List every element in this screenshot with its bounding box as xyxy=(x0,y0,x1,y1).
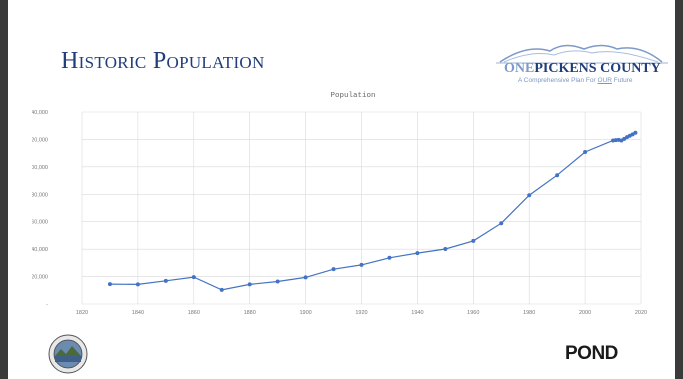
population-point xyxy=(499,221,504,226)
x-tick-label: 1840 xyxy=(132,310,144,316)
y-tick-label: 140,000 xyxy=(32,110,48,116)
y-tick-label: 20,000 xyxy=(32,275,48,281)
population-point xyxy=(219,287,224,292)
population-point xyxy=(135,282,140,287)
y-tick-label: 60,000 xyxy=(32,220,48,226)
county-seal-icon xyxy=(48,334,88,374)
chart-title: Population xyxy=(330,92,376,100)
population-point xyxy=(275,279,280,284)
logo-one: ONE xyxy=(504,61,535,76)
x-tick-label: 1940 xyxy=(411,310,423,316)
y-tick-label: 40,000 xyxy=(32,247,48,253)
tagline-pre: A Comprehensive Plan For xyxy=(518,77,598,84)
population-chart: 1820 1840 1860 1880 1900 1920 1940 1960 1980 2000… xyxy=(32,110,647,316)
x-tick-label: 1900 xyxy=(299,310,311,316)
y-tick-label: - xyxy=(46,302,48,308)
population-point xyxy=(191,275,196,280)
y-tick-label: 120,000 xyxy=(32,137,48,143)
logo-name: ONEPICKENS COUNTY xyxy=(504,61,661,77)
x-tick-label: 1960 xyxy=(467,310,479,316)
x-tick-label: 1920 xyxy=(355,310,367,316)
slide: Historic Population ONEPICKENS COUNTY A … xyxy=(8,0,675,379)
slide-title: Historic Population xyxy=(61,48,265,74)
mountain-logo-icon xyxy=(496,44,668,64)
population-point xyxy=(247,282,252,287)
y-tick-label: 100,000 xyxy=(32,165,48,171)
y-tick-label: 80,000 xyxy=(32,192,48,198)
tagline-post: Future xyxy=(611,77,633,84)
population-point xyxy=(163,278,168,283)
population-point xyxy=(633,130,638,135)
population-point xyxy=(303,275,308,280)
population-point xyxy=(415,251,420,256)
one-pickens-county-logo: ONEPICKENS COUNTY A Comprehensive Plan F… xyxy=(492,40,672,98)
population-point xyxy=(443,247,448,252)
population-point xyxy=(527,193,532,198)
x-tick-label: 1880 xyxy=(244,310,256,316)
population-point xyxy=(331,267,336,272)
population-line xyxy=(109,132,636,291)
x-tick-label: 1980 xyxy=(523,310,535,316)
x-tick-label: 1860 xyxy=(188,310,200,316)
x-tick-label: 1820 xyxy=(76,310,88,316)
population-point xyxy=(583,150,588,155)
logo-tagline: A Comprehensive Plan For OUR Future xyxy=(518,77,633,84)
population-point xyxy=(387,255,392,260)
x-tick-label: 2020 xyxy=(635,310,647,316)
population-point xyxy=(359,262,364,267)
population-point xyxy=(471,238,476,243)
pond-logo: POND xyxy=(565,343,618,364)
x-tick-label: 2000 xyxy=(579,310,591,316)
logo-county: PICKENS COUNTY xyxy=(534,61,661,76)
population-point xyxy=(555,173,560,178)
tagline-our: OUR xyxy=(597,77,612,84)
population-point xyxy=(107,282,112,287)
